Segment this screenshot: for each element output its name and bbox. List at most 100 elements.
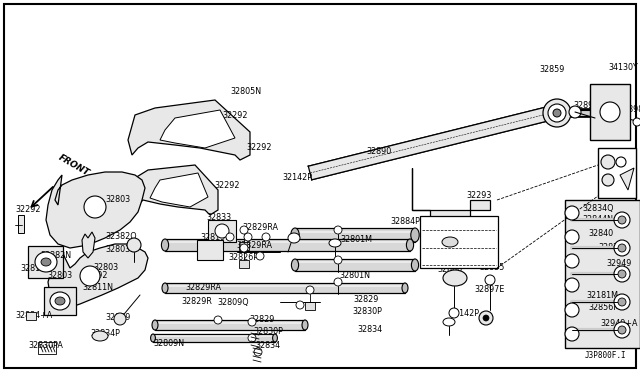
Bar <box>28 246 63 278</box>
Ellipse shape <box>411 228 419 242</box>
Text: 32829N: 32829N <box>598 244 629 253</box>
Circle shape <box>483 315 489 321</box>
Text: 32896F: 32896F <box>434 234 464 243</box>
Ellipse shape <box>92 331 108 341</box>
Text: 32819N: 32819N <box>200 234 231 243</box>
Text: 32142P: 32142P <box>282 173 312 183</box>
Text: 32829R: 32829R <box>181 298 212 307</box>
Circle shape <box>633 118 640 126</box>
Ellipse shape <box>288 233 300 243</box>
Circle shape <box>306 286 314 294</box>
Text: 32813Q: 32813Q <box>20 263 51 273</box>
Text: 32184N: 32184N <box>606 179 637 187</box>
Circle shape <box>244 233 252 241</box>
Text: 32856M: 32856M <box>588 304 620 312</box>
Text: 32382N: 32382N <box>40 251 71 260</box>
Text: FRONT: FRONT <box>57 153 91 178</box>
Circle shape <box>618 270 626 278</box>
Text: 32292: 32292 <box>82 272 108 280</box>
Text: 32292: 32292 <box>15 205 40 215</box>
Polygon shape <box>128 100 250 160</box>
Text: 32805N: 32805N <box>230 87 261 96</box>
Polygon shape <box>153 334 275 342</box>
Ellipse shape <box>442 237 458 247</box>
Text: 32293: 32293 <box>466 190 492 199</box>
Circle shape <box>449 308 459 318</box>
Text: 32897E: 32897E <box>474 285 504 295</box>
Circle shape <box>565 278 579 292</box>
Text: 32142P: 32142P <box>449 310 479 318</box>
Polygon shape <box>308 106 553 180</box>
Circle shape <box>262 233 270 241</box>
Circle shape <box>614 240 630 256</box>
Circle shape <box>334 226 342 234</box>
Circle shape <box>601 155 615 169</box>
Text: 32834: 32834 <box>357 326 382 334</box>
Text: J3P800F.I: J3P800F.I <box>584 351 626 360</box>
Text: 32830P: 32830P <box>352 308 382 317</box>
Circle shape <box>565 230 579 244</box>
Circle shape <box>240 244 248 252</box>
Bar <box>590 84 630 140</box>
Bar <box>420 216 498 268</box>
Circle shape <box>215 224 229 238</box>
Text: 32884P: 32884P <box>390 218 420 227</box>
Circle shape <box>614 294 630 310</box>
Polygon shape <box>82 232 95 258</box>
Text: 32890: 32890 <box>366 148 391 157</box>
Circle shape <box>565 303 579 317</box>
Circle shape <box>565 206 579 220</box>
Circle shape <box>127 238 141 252</box>
Ellipse shape <box>161 239 168 251</box>
Text: 32826P: 32826P <box>228 253 258 263</box>
Ellipse shape <box>302 320 308 330</box>
Circle shape <box>569 106 581 118</box>
Circle shape <box>565 327 579 341</box>
Circle shape <box>84 196 106 218</box>
Ellipse shape <box>41 258 51 266</box>
Bar <box>38 342 56 354</box>
Text: 32829: 32829 <box>105 314 131 323</box>
Polygon shape <box>565 200 640 348</box>
Circle shape <box>616 157 626 167</box>
Ellipse shape <box>150 334 156 342</box>
Bar <box>44 287 76 315</box>
Polygon shape <box>150 173 208 207</box>
Circle shape <box>614 266 630 282</box>
Text: 32292: 32292 <box>246 144 271 153</box>
Circle shape <box>296 301 304 309</box>
Text: 32185: 32185 <box>612 166 637 174</box>
Polygon shape <box>165 239 410 251</box>
Bar <box>598 148 636 198</box>
Circle shape <box>248 318 256 326</box>
Text: 32829RA: 32829RA <box>185 283 221 292</box>
Bar <box>18 215 24 233</box>
Text: 32803: 32803 <box>105 246 130 254</box>
Ellipse shape <box>152 320 158 330</box>
Circle shape <box>553 109 561 117</box>
Circle shape <box>114 313 126 325</box>
Circle shape <box>618 326 626 334</box>
Text: 32834+A: 32834+A <box>15 311 52 321</box>
Circle shape <box>614 212 630 228</box>
Circle shape <box>602 174 614 186</box>
Ellipse shape <box>329 239 341 247</box>
Circle shape <box>80 266 100 286</box>
Text: 32801M: 32801M <box>340 235 372 244</box>
Circle shape <box>254 348 262 356</box>
Text: 32855: 32855 <box>479 263 504 273</box>
Text: 32880: 32880 <box>437 266 462 275</box>
Bar <box>197 240 223 260</box>
Circle shape <box>256 252 264 260</box>
Text: 32949: 32949 <box>606 259 632 267</box>
Text: 32183: 32183 <box>612 151 637 160</box>
Polygon shape <box>46 172 145 248</box>
Text: 32292: 32292 <box>214 180 239 189</box>
Text: 32840: 32840 <box>588 230 613 238</box>
Polygon shape <box>295 228 415 242</box>
Text: 32834: 32834 <box>255 341 280 350</box>
Circle shape <box>614 322 630 338</box>
Text: 32809N: 32809N <box>153 340 184 349</box>
Text: 32898: 32898 <box>618 106 640 115</box>
Text: 32382Q: 32382Q <box>105 232 136 241</box>
